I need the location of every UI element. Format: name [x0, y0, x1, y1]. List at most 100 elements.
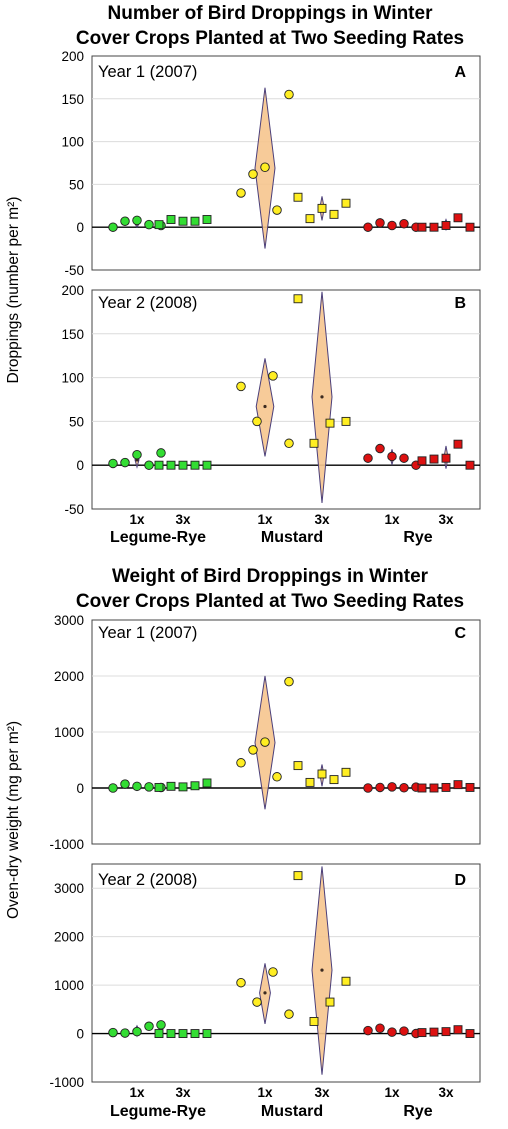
data-point: [108, 222, 118, 232]
data-point: [166, 1029, 176, 1039]
data-point: [465, 782, 475, 792]
top-y-axis-label: Droppings (number per m²): [5, 197, 22, 384]
rate-label: 3x: [314, 1085, 330, 1100]
data-point: [441, 782, 451, 792]
y-tick-label: 100: [61, 135, 84, 150]
data-point: [325, 418, 335, 428]
y-tick-label: 200: [61, 49, 84, 64]
panel-d: -1000 0 1000 2000 3000 Year 2 (2008) D: [49, 863, 481, 1090]
y-tick-labels: -1000 0 1000 2000 3000: [49, 613, 84, 852]
data-point: [132, 449, 142, 460]
data-point: [190, 1029, 200, 1039]
y-tick-label: 2000: [54, 669, 84, 684]
data-point: [341, 416, 351, 426]
rate-label: 1x: [257, 512, 273, 527]
data-point: [166, 460, 176, 470]
data-point: [329, 775, 339, 785]
gridlines: [92, 675, 480, 733]
data-point: [293, 761, 303, 771]
y-tick-labels: -1000 0 1000 2000 3000: [49, 881, 84, 1090]
data-point: [305, 214, 315, 224]
data-point: [190, 216, 200, 226]
data-point: [248, 169, 258, 179]
rate-label: 3x: [175, 1085, 191, 1100]
data-point: [341, 767, 351, 777]
y-tick-labels: -50 0 50 100 150 200: [61, 283, 84, 517]
data-point: [236, 381, 246, 392]
data-point: [363, 222, 373, 232]
data-point: [144, 219, 154, 230]
y-tick-label: 0: [76, 1027, 84, 1042]
panel-c: -1000 0 1000 2000 3000 Year 1 (2007) C: [49, 613, 481, 852]
data-point: [272, 205, 282, 215]
data-point: [166, 215, 176, 224]
data-points: [108, 676, 475, 793]
crop-label: Mustard: [261, 1103, 323, 1120]
data-point: [429, 222, 439, 232]
data-point: [309, 1016, 319, 1026]
panel-a: -50 0 50 100 150 200 Year 1 (2007) A: [61, 49, 481, 278]
data-point: [399, 782, 409, 793]
y-tick-label: 150: [61, 327, 84, 342]
y-tick-label: 1000: [54, 978, 84, 993]
y-tick-label: 2000: [54, 930, 84, 945]
data-point: [108, 1027, 118, 1038]
data-point: [202, 460, 212, 470]
y-tick-label: 0: [76, 458, 84, 473]
data-points: [108, 89, 475, 232]
data-point: [293, 192, 303, 202]
data-point: [363, 783, 373, 793]
crop-label: Legume-Rye: [110, 529, 206, 546]
data-point: [417, 783, 427, 793]
data-point: [132, 1026, 142, 1037]
data-point: [154, 460, 164, 470]
data-point: [202, 215, 212, 224]
data-point: [108, 458, 118, 469]
panel-letter: A: [454, 64, 466, 81]
data-point: [399, 1026, 409, 1036]
data-point: [144, 782, 154, 792]
data-point: [284, 438, 294, 449]
y-tick-label: 0: [76, 781, 84, 796]
data-point: [387, 782, 397, 792]
data-point: [120, 457, 130, 468]
gridlines: [92, 887, 480, 986]
data-point: [341, 198, 351, 208]
data-point: [417, 222, 427, 232]
data-point: [453, 780, 463, 790]
data-point: [399, 453, 409, 463]
data-point: [236, 758, 246, 768]
data-point: [417, 1028, 427, 1038]
data-point: [178, 216, 188, 226]
data-point: [248, 745, 258, 755]
panel-subtitle: Year 2 (2008): [98, 871, 197, 889]
data-point: [309, 438, 319, 448]
data-point: [293, 871, 303, 881]
rate-label: 1x: [384, 1085, 400, 1100]
crop-label: Rye: [403, 529, 432, 546]
mean-marker: [320, 395, 324, 399]
data-point: [268, 967, 278, 977]
crop-label: Mustard: [261, 529, 323, 546]
mean-marker: [263, 991, 267, 995]
data-point: [341, 976, 351, 986]
gridlines: [92, 333, 480, 422]
data-point: [252, 997, 262, 1007]
y-tick-label: 100: [61, 371, 84, 386]
data-point: [363, 453, 373, 463]
y-tick-label: 50: [69, 177, 84, 192]
data-point: [108, 783, 118, 793]
data-point: [120, 1028, 130, 1038]
panel-subtitle: Year 2 (2008): [98, 294, 197, 312]
data-point: [305, 777, 315, 787]
bottom-title-line-1: Weight of Bird Droppings in Winter: [112, 566, 429, 587]
data-point: [387, 1027, 397, 1037]
gridlines: [92, 98, 480, 185]
rate-label: 3x: [314, 512, 330, 527]
rate-label: 3x: [438, 1085, 454, 1100]
y-tick-label: 200: [61, 283, 84, 298]
data-point: [154, 1029, 164, 1039]
data-point: [453, 1025, 463, 1035]
data-point: [132, 781, 142, 792]
